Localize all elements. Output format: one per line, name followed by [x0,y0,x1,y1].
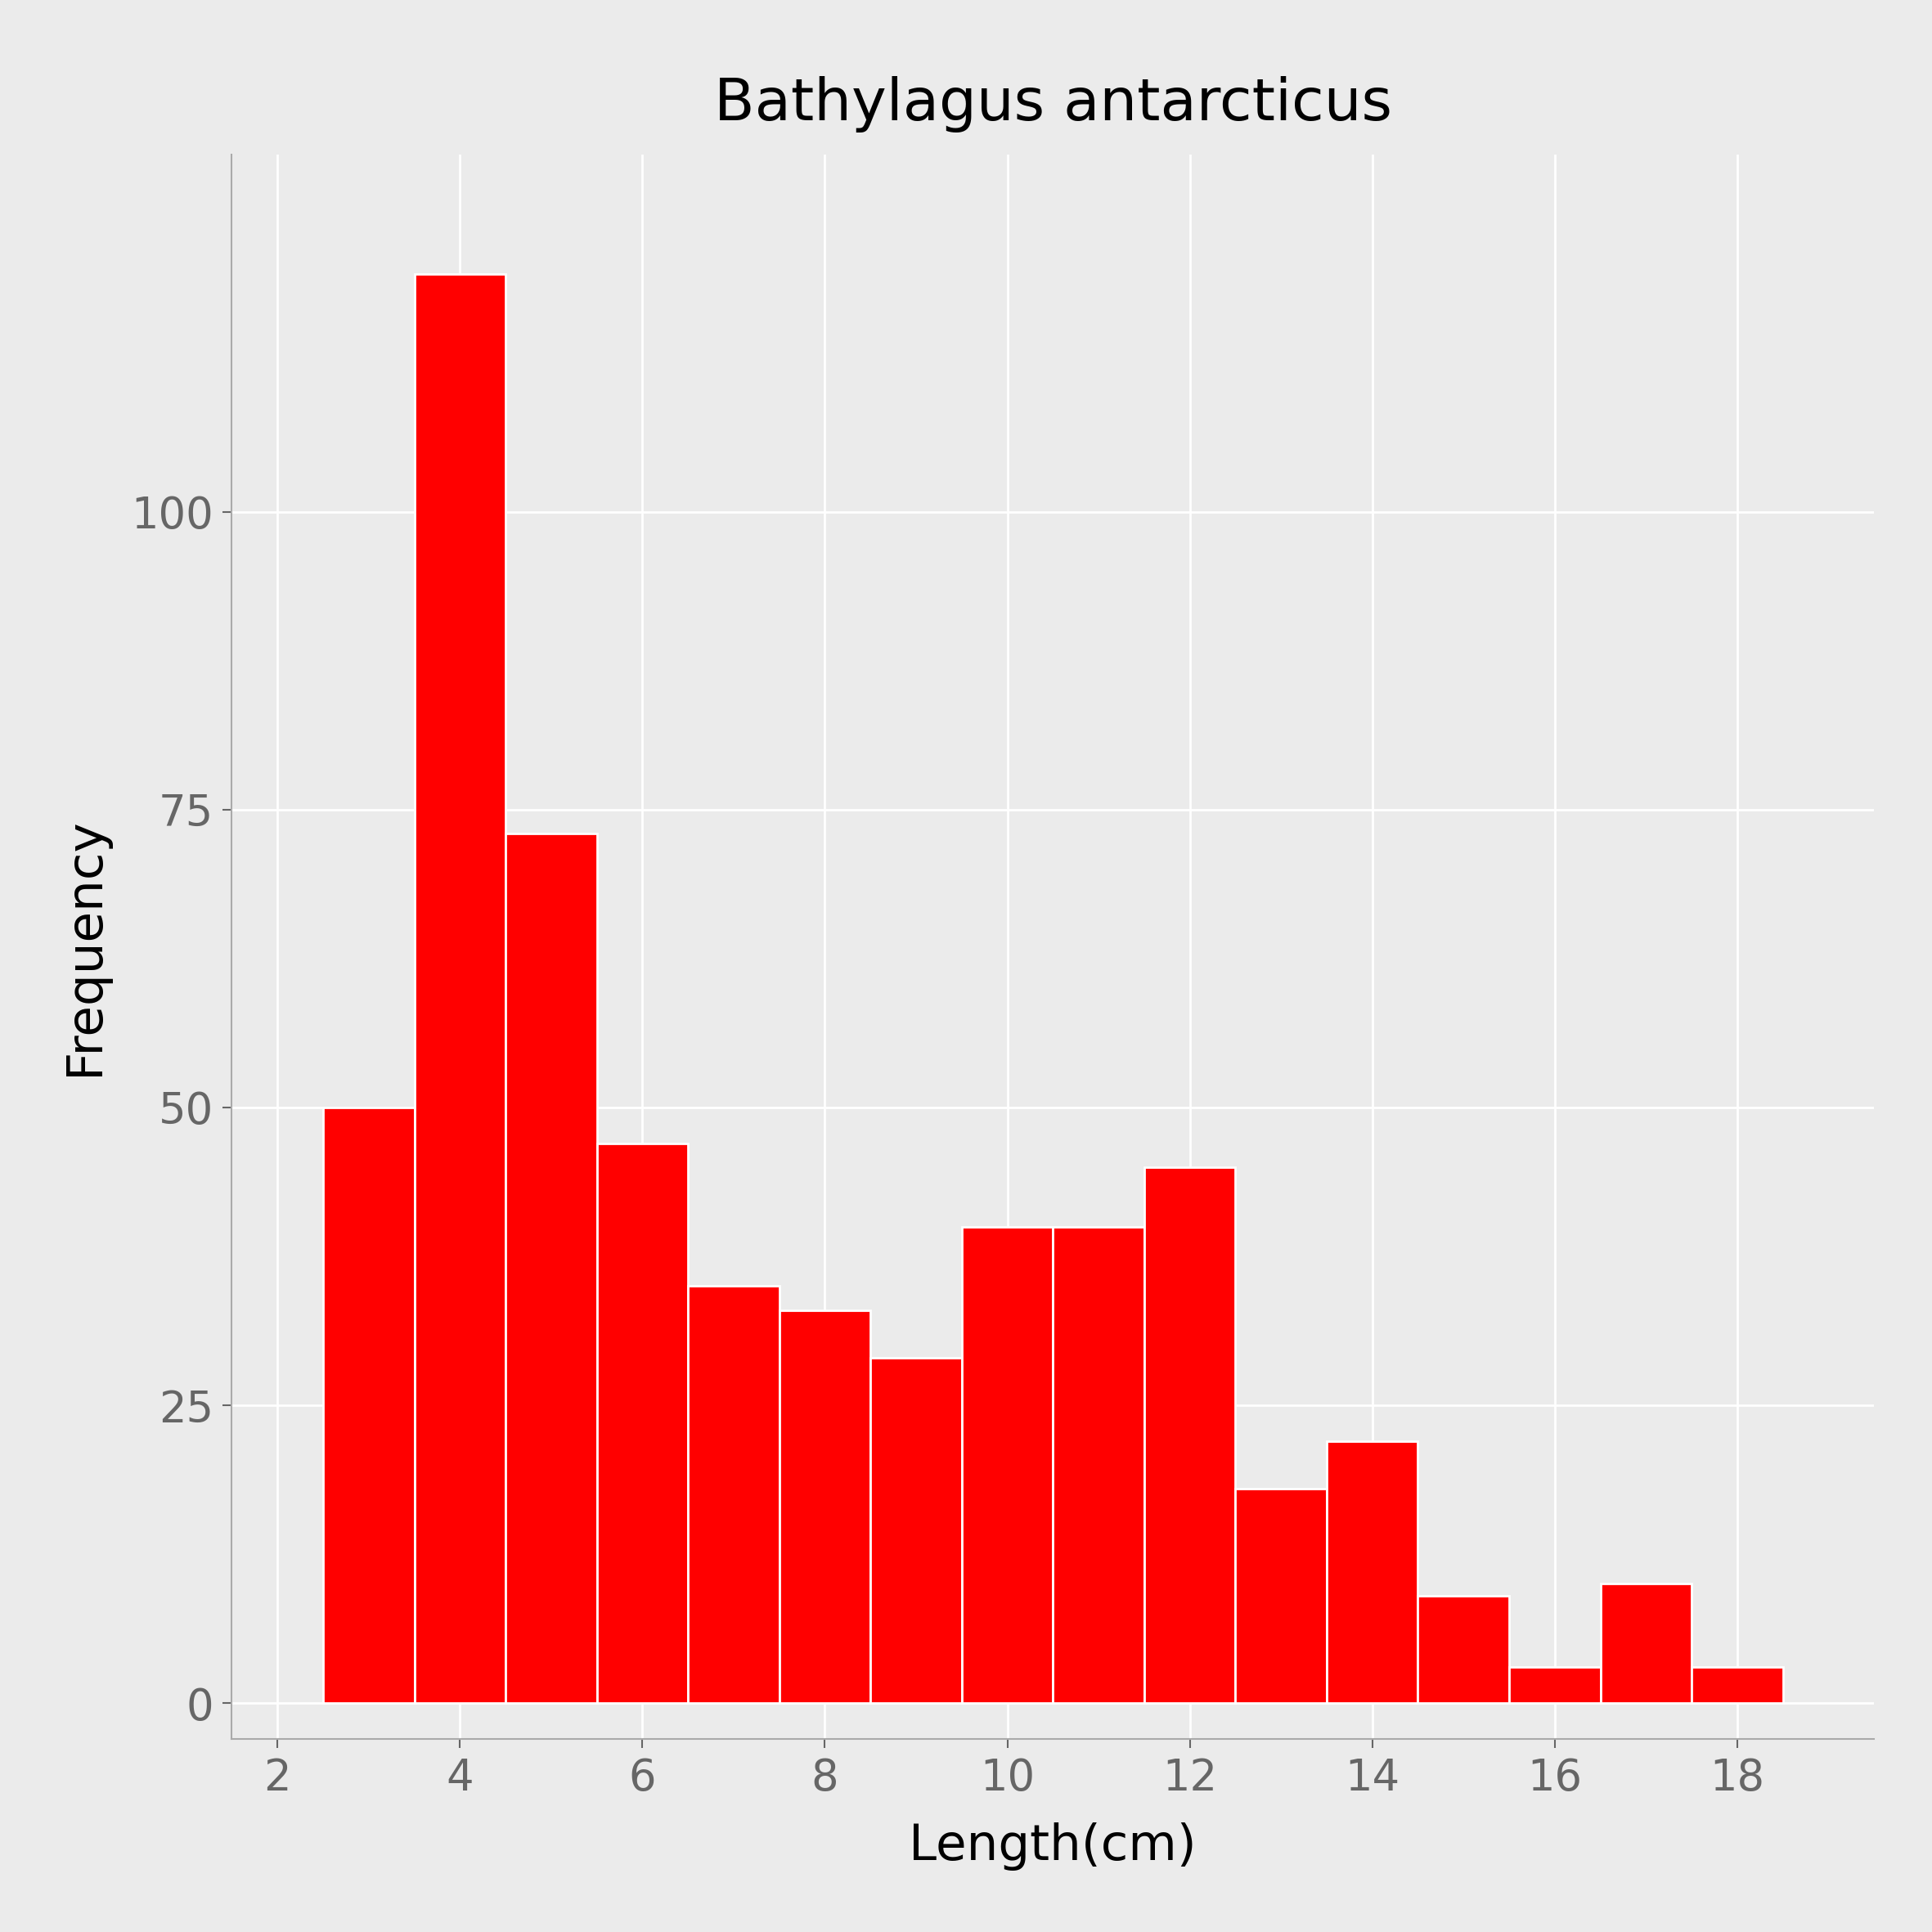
Bar [413,274,506,1704]
Bar [1509,1667,1600,1704]
Bar [1692,1667,1783,1704]
Bar [1144,1167,1235,1704]
Y-axis label: Frequency: Frequency [60,817,108,1076]
Bar [597,1144,688,1704]
Bar [688,1287,779,1704]
Bar [1053,1227,1144,1704]
X-axis label: Length(cm): Length(cm) [910,1822,1196,1870]
Bar [1327,1441,1418,1704]
Bar [1418,1596,1509,1704]
Bar [779,1310,871,1704]
Bar [1600,1584,1692,1704]
Bar [1235,1490,1327,1704]
Title: Bathylagus antarcticus: Bathylagus antarcticus [715,75,1391,133]
Bar [962,1227,1053,1704]
Bar [506,833,597,1704]
Bar [323,1107,413,1704]
Bar [871,1358,962,1704]
